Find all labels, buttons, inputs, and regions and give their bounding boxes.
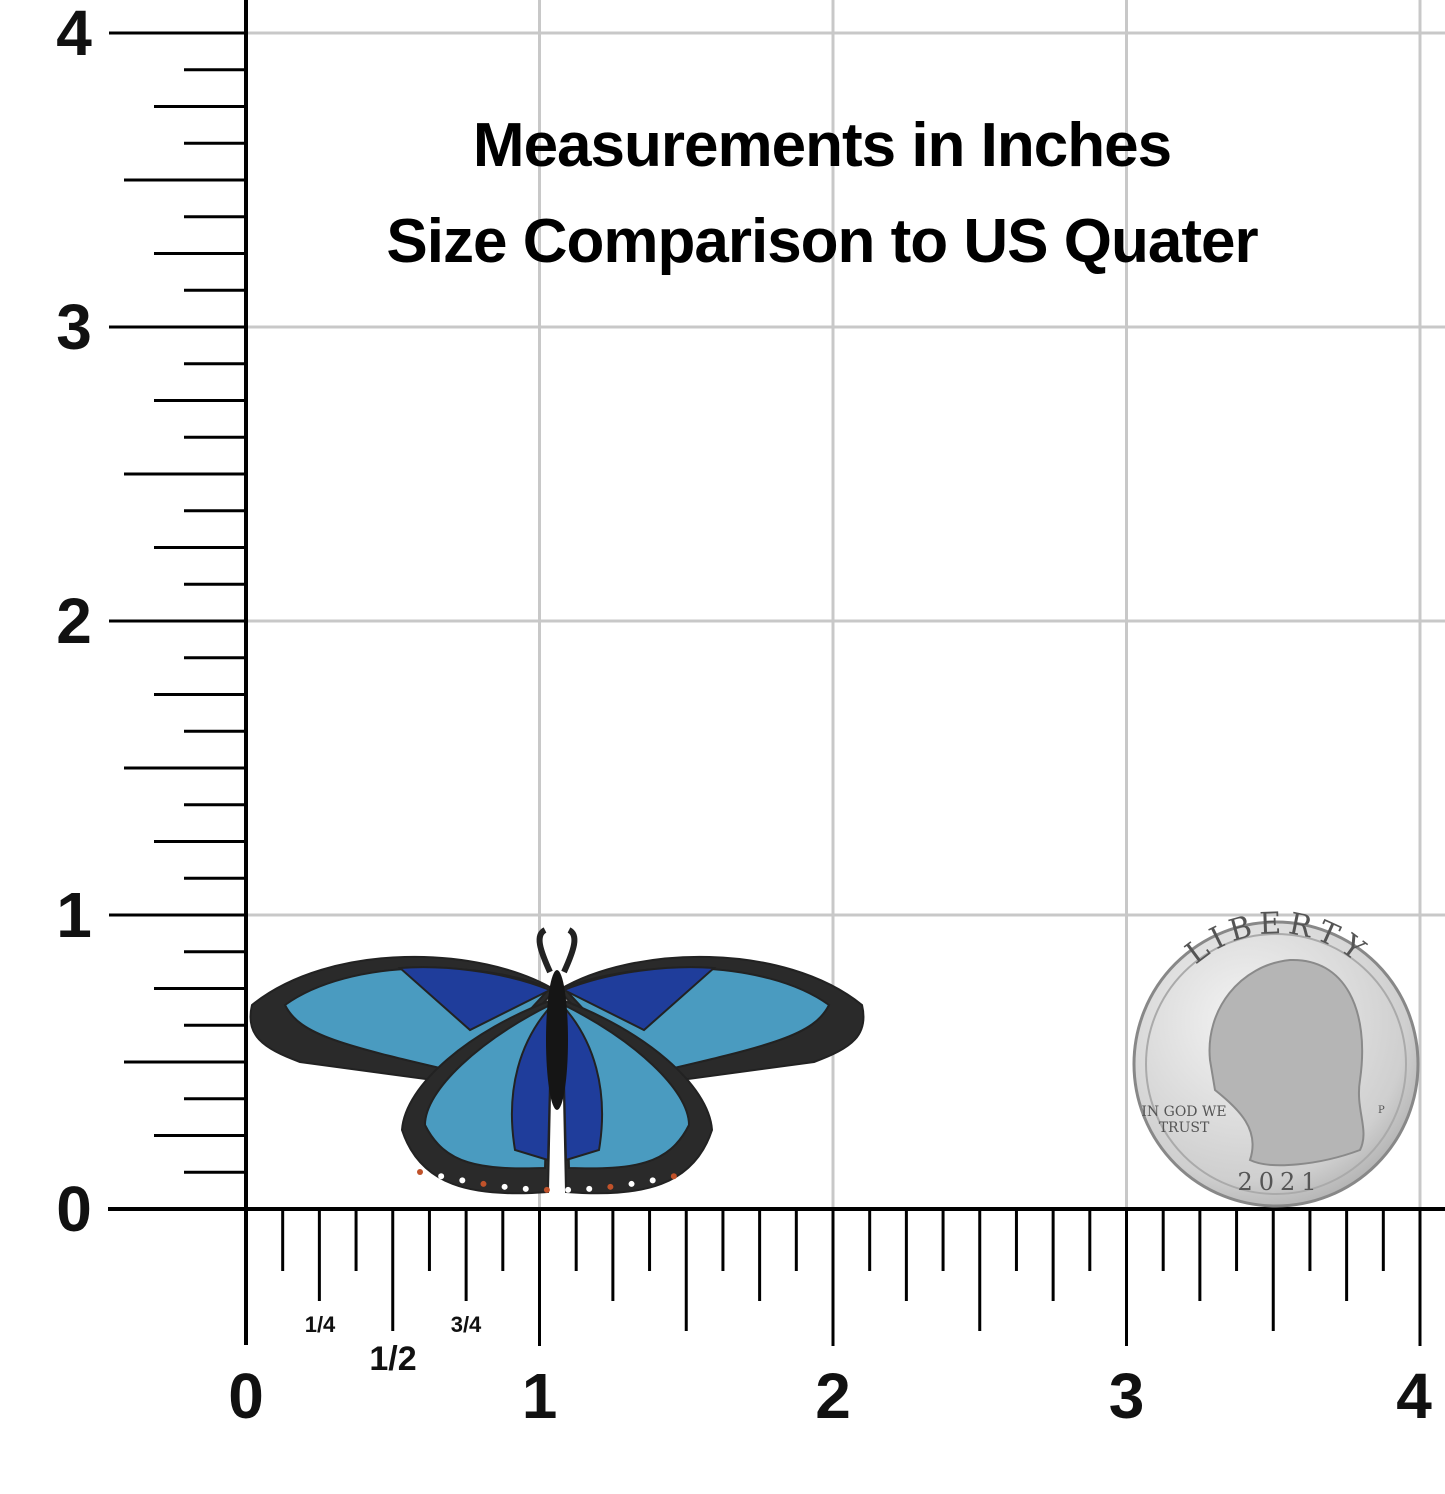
coin-text: TRUST [1159, 1120, 1210, 1136]
x-label: 2 [815, 1360, 851, 1432]
butterfly [249, 927, 865, 1195]
wing-dot [459, 1177, 466, 1184]
fraction-label: 1/4 [305, 1312, 336, 1337]
wing-dot [628, 1180, 635, 1187]
coin-text: IN GOD WE [1141, 1104, 1226, 1120]
y-label: 2 [56, 585, 92, 657]
x-label: 3 [1109, 1360, 1145, 1432]
wing-dot [692, 1169, 698, 1175]
quarter-coin: LIBERTY IN GOD WE TRUST 2021 P [1132, 906, 1420, 1208]
grid [246, 0, 1445, 1209]
y-label: 0 [56, 1173, 92, 1245]
y-label: 4 [56, 0, 92, 69]
wing-dot [607, 1183, 614, 1190]
coin-text: P [1378, 1105, 1385, 1116]
x-label: 4 [1396, 1360, 1432, 1432]
y-label: 3 [56, 291, 92, 363]
wing-dot [649, 1177, 656, 1184]
wing-dot [543, 1186, 550, 1193]
wing [249, 955, 557, 1195]
y-label: 1 [56, 879, 92, 951]
wing-dot [438, 1173, 445, 1180]
x-label: 1 [522, 1360, 558, 1432]
ruler-labels: 0 1 2 3 4 0 1 2 3 4 [56, 0, 1432, 1432]
wing-dot [586, 1185, 593, 1192]
wing-dot [565, 1186, 572, 1193]
wing-dot [522, 1185, 529, 1192]
wing-dot [501, 1183, 508, 1190]
wing-dot [480, 1180, 487, 1187]
x-label: 0 [228, 1360, 264, 1432]
wing-dot [417, 1169, 423, 1175]
fraction-label: 1/2 [369, 1340, 416, 1378]
coin-text: 2021 [1237, 1168, 1322, 1196]
fraction-label: 3/4 [451, 1312, 482, 1337]
ruler-ticks [108, 0, 1445, 1346]
title-line: Measurements in Inches [473, 111, 1171, 180]
title-line: Size Comparison to US Quater [386, 207, 1258, 276]
wing-dot [670, 1173, 677, 1180]
